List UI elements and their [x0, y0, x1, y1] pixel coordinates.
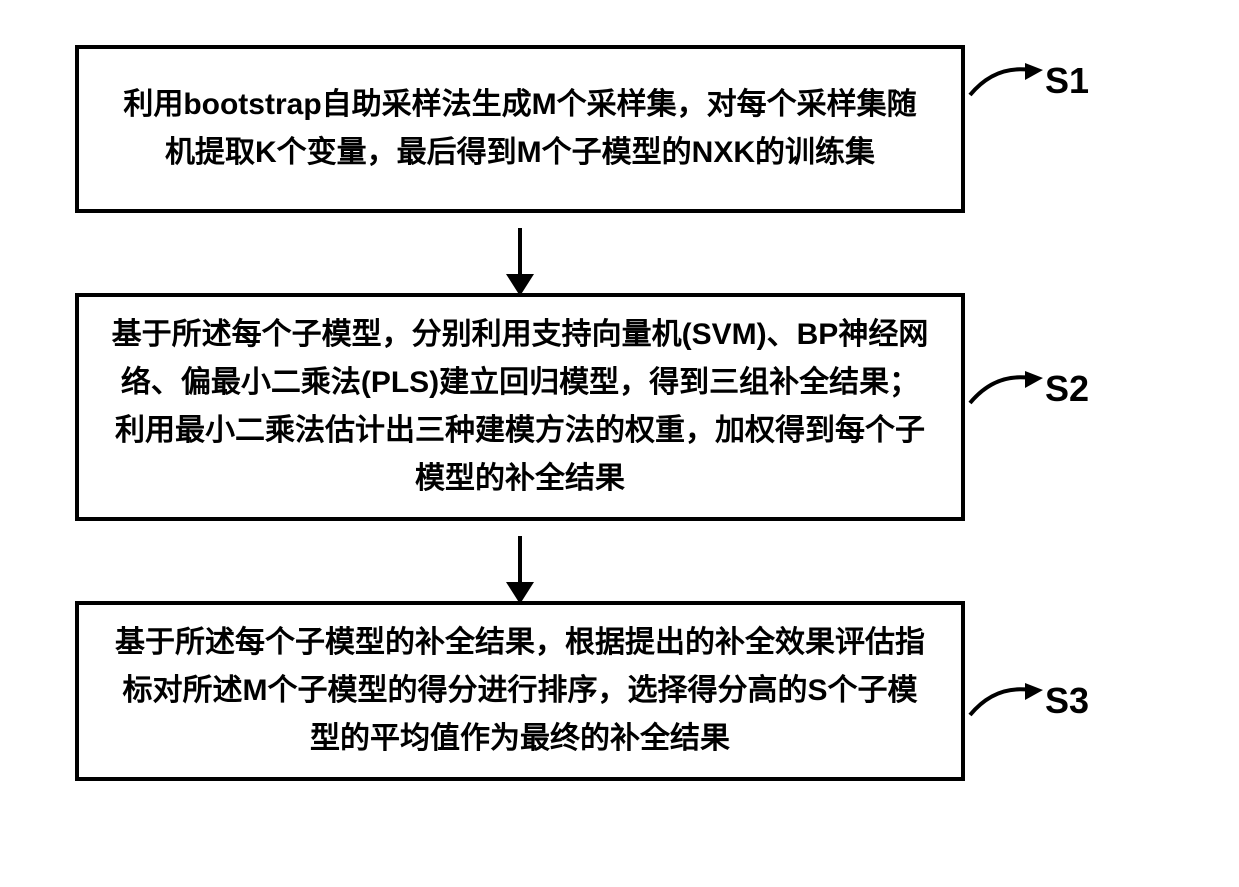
- arrow-2-3: [75, 521, 965, 601]
- arrow-1-2: [75, 213, 965, 293]
- curved-arrow-s3-icon: [965, 675, 1045, 735]
- down-arrow-icon: [518, 536, 522, 586]
- flow-step-3: 基于所述每个子模型的补全结果，根据提出的补全效果评估指标对所述M个子模型的得分进…: [75, 601, 965, 781]
- step-3-text: 基于所述每个子模型的补全结果，根据提出的补全效果评估指标对所述M个子模型的得分进…: [109, 619, 931, 763]
- curved-arrow-s2-icon: [965, 363, 1045, 423]
- down-arrow-icon: [518, 228, 522, 278]
- flow-step-2: 基于所述每个子模型，分别利用支持向量机(SVM)、BP神经网络、偏最小二乘法(P…: [75, 293, 965, 521]
- step-label-s1: S1: [1045, 60, 1089, 102]
- curved-arrow-s1-icon: [965, 55, 1045, 115]
- step-label-s2: S2: [1045, 368, 1089, 410]
- step-1-text: 利用bootstrap自助采样法生成M个采样集，对每个采样集随机提取K个变量，最…: [109, 81, 931, 177]
- flow-step-1: 利用bootstrap自助采样法生成M个采样集，对每个采样集随机提取K个变量，最…: [75, 45, 965, 213]
- step-label-s3: S3: [1045, 680, 1089, 722]
- step-2-text: 基于所述每个子模型，分别利用支持向量机(SVM)、BP神经网络、偏最小二乘法(P…: [109, 311, 931, 503]
